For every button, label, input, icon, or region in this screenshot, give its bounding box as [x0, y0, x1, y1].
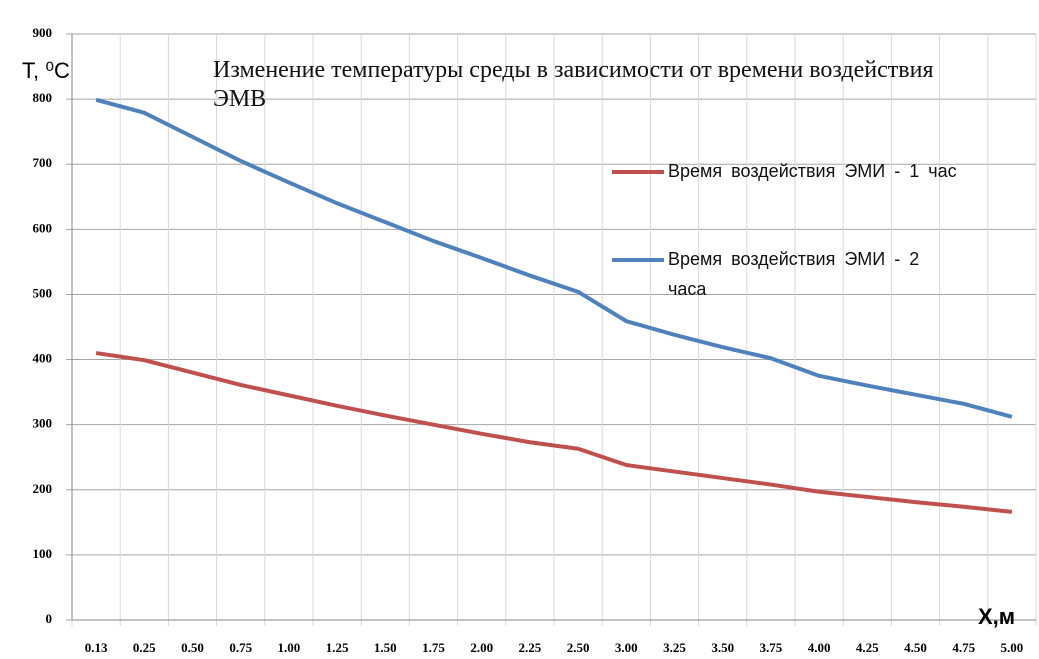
- x-tick-label: 0.75: [229, 640, 252, 655]
- data-line: [95, 97, 1013, 419]
- x-tick-label: 3.00: [615, 640, 638, 655]
- x-tick-label: 4.00: [808, 640, 831, 655]
- x-tick-label: 4.25: [856, 640, 879, 655]
- x-tick-label: 1.00: [278, 640, 301, 655]
- x-tick-label: 2.00: [470, 640, 493, 655]
- y-tick-label: 300: [33, 416, 53, 431]
- y-tick-label: 700: [33, 155, 53, 170]
- x-tick-label: 3.25: [663, 640, 686, 655]
- y-tick-label: 600: [33, 220, 53, 235]
- y-tick-label: 100: [33, 546, 53, 561]
- y-axis-label: T, ⁰C: [22, 58, 70, 83]
- x-tick-label: 5.00: [1001, 640, 1024, 655]
- x-tick-label: 1.75: [422, 640, 445, 655]
- y-tick-label: 0: [46, 611, 53, 626]
- legend-swatch: [612, 258, 664, 262]
- y-tick-label: 400: [33, 351, 53, 366]
- x-tick-label: 0.13: [85, 640, 108, 655]
- x-tick-label: 0.50: [181, 640, 204, 655]
- legend-entry: Время воздействия ЭМИ - 2 часа: [668, 249, 920, 299]
- x-tick-label: 4.50: [904, 640, 927, 655]
- legend-entry: Время воздействия ЭМИ - 1 час: [668, 161, 957, 181]
- y-tick-label: 500: [33, 285, 53, 300]
- x-tick-label: 2.25: [519, 640, 542, 655]
- x-tick-label: 1.50: [374, 640, 397, 655]
- x-tick-label: 3.50: [711, 640, 734, 655]
- x-tick-label: 2.50: [567, 640, 590, 655]
- data-line: [95, 351, 1013, 514]
- legend-swatch: [612, 170, 664, 174]
- y-tick-label: 200: [33, 481, 53, 496]
- x-tick-label: 1.25: [326, 640, 349, 655]
- x-tick-label: 0.25: [133, 640, 156, 655]
- y-tick-label: 900: [33, 25, 53, 40]
- y-tick-label: 800: [33, 90, 53, 105]
- chart-title: Изменение температуры среды в зависимост…: [213, 57, 934, 112]
- x-axis-label: X,м: [978, 604, 1016, 629]
- x-tick-label: 3.75: [760, 640, 783, 655]
- x-tick-label: 4.75: [952, 640, 975, 655]
